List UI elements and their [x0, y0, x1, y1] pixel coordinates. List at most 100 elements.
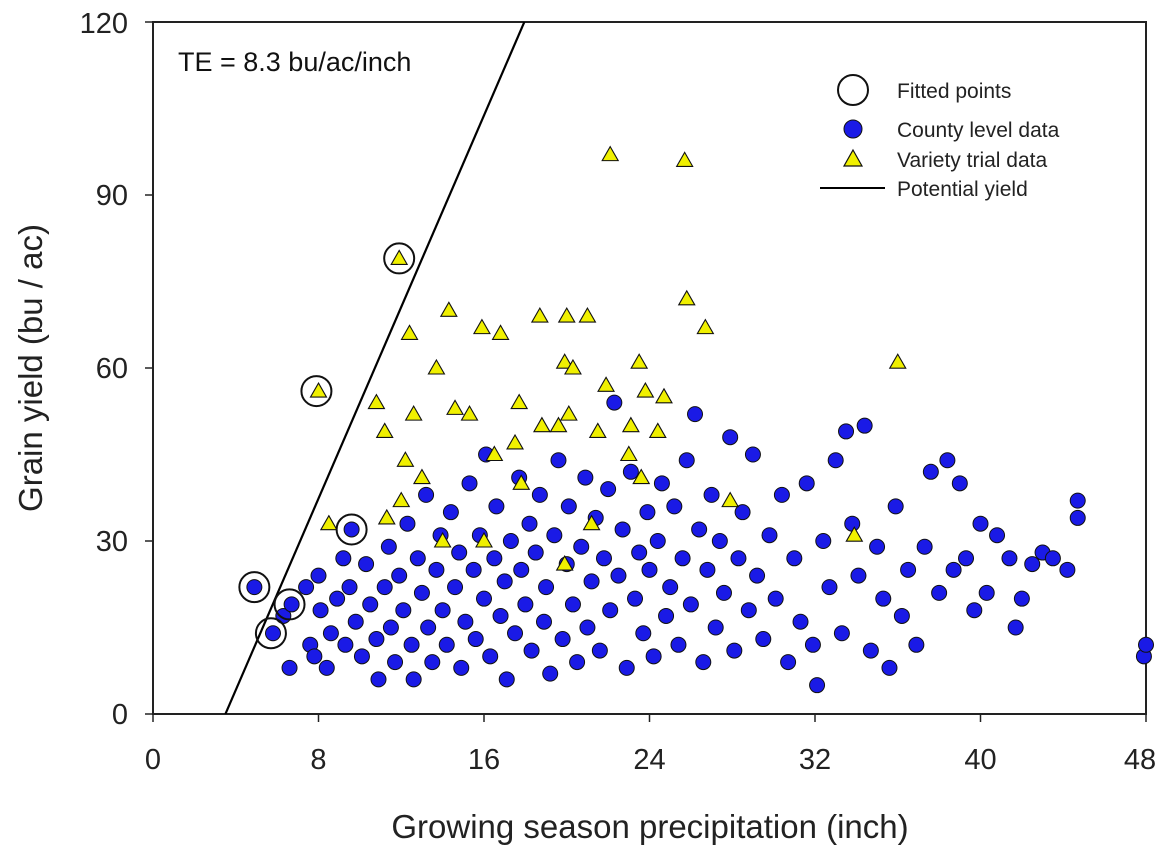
county-point — [893, 607, 910, 624]
county-point — [420, 619, 437, 636]
variety-point — [446, 399, 464, 415]
variety-point — [433, 531, 452, 548]
county-point — [939, 452, 956, 469]
county-point — [682, 596, 699, 613]
county-point — [380, 538, 397, 555]
county-point — [538, 579, 555, 596]
county-point — [773, 486, 790, 503]
y-tick-label: 30 — [96, 526, 128, 558]
y-tick-label: 120 — [80, 8, 128, 40]
county-point — [908, 636, 925, 653]
county-point — [488, 498, 505, 515]
county-point — [438, 636, 455, 653]
county-point — [560, 498, 577, 515]
county-point — [492, 607, 509, 624]
variety-point — [619, 445, 638, 462]
county-point — [283, 596, 300, 613]
county-point — [306, 648, 323, 665]
county-point — [413, 584, 430, 601]
county-point — [434, 602, 451, 619]
county-point — [310, 567, 327, 584]
county-point — [711, 533, 728, 549]
county-point — [1069, 509, 1086, 526]
county-point — [744, 446, 761, 463]
county-point — [726, 642, 743, 659]
county-point — [424, 654, 441, 671]
variety-point — [578, 306, 597, 323]
county-point — [546, 527, 563, 544]
county-point — [542, 665, 559, 682]
county-point — [881, 659, 898, 676]
county-point — [405, 671, 422, 688]
county-point — [922, 463, 939, 480]
county-point — [476, 590, 492, 607]
county-point — [451, 544, 468, 561]
variety-point — [564, 358, 582, 375]
county-point — [461, 475, 478, 492]
fitted-point — [273, 588, 306, 621]
fitted-point — [383, 242, 416, 275]
county-point — [1059, 561, 1076, 578]
county-point — [335, 550, 352, 567]
county-point — [1007, 619, 1024, 636]
county-point — [627, 590, 644, 607]
x-tick-label: 32 — [799, 744, 831, 776]
county-point — [482, 648, 499, 665]
county-point — [833, 625, 850, 642]
county-point — [951, 475, 968, 492]
county-point — [298, 579, 315, 596]
fitted-point — [300, 375, 333, 408]
county-point — [387, 654, 404, 671]
county-point — [792, 613, 809, 630]
county-point — [353, 648, 370, 665]
county-point — [368, 631, 385, 648]
county-point — [517, 596, 534, 613]
county-point — [341, 579, 358, 596]
county-point — [343, 521, 360, 538]
variety-point — [549, 416, 568, 433]
variety-point — [677, 289, 696, 306]
county-point — [391, 567, 408, 584]
county-point — [703, 486, 720, 503]
variety-point — [845, 526, 864, 542]
county-point — [945, 561, 962, 578]
county-point — [442, 504, 459, 521]
te-annotation: TE = 8.3 bu/ac/inch — [178, 47, 411, 77]
variety-point — [309, 381, 328, 398]
county-point — [573, 538, 590, 555]
county-point — [635, 625, 652, 642]
county-point — [610, 567, 627, 584]
legend: Fitted points County level data Variety … — [820, 74, 1060, 201]
data-layer — [224, 22, 1154, 714]
county-point — [358, 556, 375, 573]
variety-point — [460, 405, 479, 421]
county-point — [318, 659, 335, 676]
variety-point — [472, 318, 491, 335]
county-point — [337, 636, 354, 653]
variety-point — [427, 358, 446, 375]
county-point — [554, 631, 571, 648]
county-point — [507, 625, 524, 642]
fitted-point — [254, 617, 287, 650]
county-point — [1069, 492, 1086, 509]
y-axis-title: Grain yield (bu / ac) — [12, 224, 49, 512]
county-point — [666, 498, 683, 515]
county-point — [418, 486, 435, 503]
variety-point — [675, 151, 694, 167]
county-point — [395, 602, 412, 619]
county-point — [722, 429, 739, 446]
county-point — [370, 671, 387, 688]
county-point — [606, 394, 623, 411]
county-point — [767, 590, 784, 607]
variety-point — [630, 353, 649, 369]
variety-point — [491, 324, 510, 340]
county-point — [780, 654, 797, 671]
county-point — [631, 544, 648, 561]
county-point — [869, 538, 886, 555]
legend-fitted-label: Fitted points — [897, 80, 1011, 103]
legend-line-label: Potential yield — [897, 178, 1028, 201]
county-point — [887, 498, 904, 515]
county-point — [329, 590, 346, 607]
county-point — [577, 469, 594, 486]
x-axis-title: Growing season precipitation (inch) — [391, 808, 908, 845]
